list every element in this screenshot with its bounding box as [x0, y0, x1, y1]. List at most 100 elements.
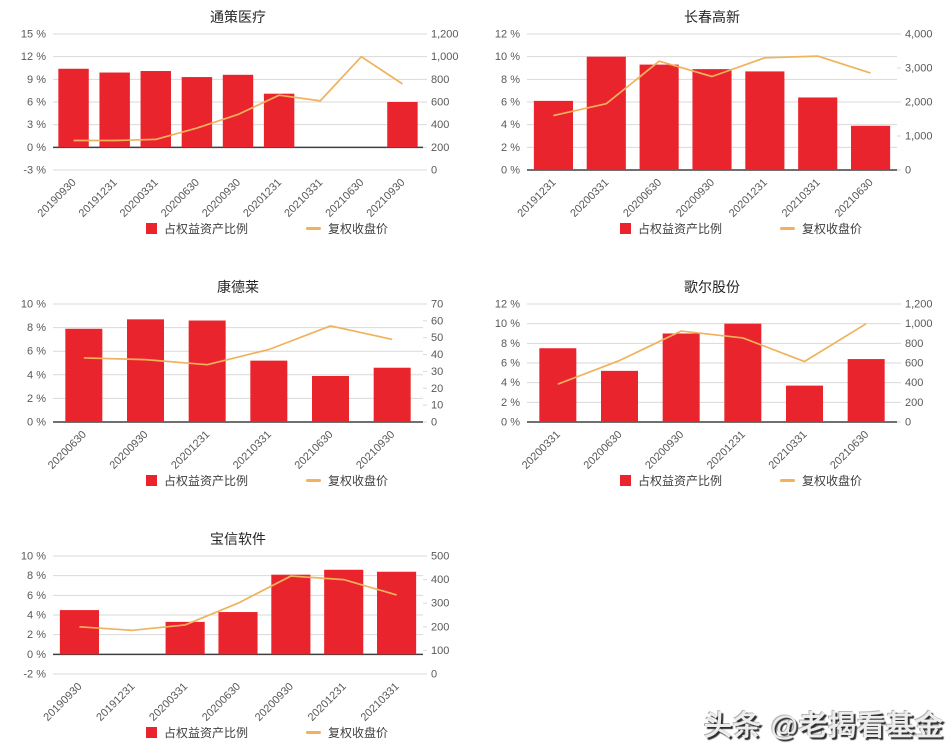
left-axis-tick-label: -2 % — [23, 669, 46, 681]
right-axis-tick-label: 2,000 — [905, 97, 933, 109]
x-axis-label: 20200630 — [159, 177, 202, 218]
right-axis-tick-label: 0 — [905, 165, 911, 177]
left-axis-tick-label: 3 % — [27, 119, 46, 131]
legend-line-label: 复权收盘价 — [328, 473, 389, 488]
right-axis-tick-label: 1,000 — [905, 131, 933, 143]
legend-bar-label: 占权益资产比例 — [163, 473, 248, 488]
legend-item-line: 复权收盘价 — [306, 220, 388, 237]
x-axis-label: 20200331 — [118, 177, 161, 218]
right-axis-tick-label: 0 — [431, 165, 437, 177]
left-axis-tick-label: 8 % — [501, 74, 520, 86]
right-axis-tick-label: 40 — [431, 349, 443, 361]
right-axis-tick-label: 4,000 — [905, 29, 933, 41]
left-axis-tick-label: 15 % — [21, 29, 46, 41]
left-axis-tick-label: 4 % — [27, 610, 46, 622]
bar — [724, 323, 762, 422]
legend-line-label: 复权收盘价 — [802, 221, 863, 236]
left-axis-tick-label: 10 % — [495, 51, 520, 63]
chart-title: 宝信软件 — [210, 531, 266, 547]
bar — [533, 100, 573, 170]
left-axis-tick-label: 8 % — [27, 570, 46, 582]
x-axis-label: 20200630 — [46, 429, 89, 470]
chart-plot-area: 12 % 10 % 8 % 6 % 4 % 2 % 0 % 1,200 1,000 800 600 4… — [495, 299, 933, 471]
x-axis-label: 20200630 — [200, 681, 243, 722]
right-axis-tick-label: 600 — [431, 97, 449, 109]
legend-item-line: 复权收盘价 — [780, 472, 862, 489]
bar — [263, 93, 295, 148]
x-axis-label: 20210630 — [828, 429, 871, 470]
x-axis-label: 20201231 — [241, 177, 284, 218]
bar-series-swatch-icon — [145, 222, 157, 234]
chart-legend: 占权益资产比例 复权收盘价 — [5, 470, 471, 490]
right-axis-tick-label: 10 — [431, 400, 443, 412]
bar — [140, 71, 171, 148]
x-axis-label: 20201231 — [306, 681, 349, 722]
left-axis-tick-label: -3 % — [23, 165, 46, 177]
right-axis-tick-label: 1,200 — [431, 29, 459, 41]
right-axis-tick-label: 3,000 — [905, 63, 933, 75]
x-axis-label: 20200930 — [643, 429, 686, 470]
x-axis-label: 20191231 — [77, 177, 120, 218]
right-axis-tick-label: 1,200 — [905, 299, 933, 311]
bar — [58, 68, 89, 148]
left-axis-tick-label: 8 % — [27, 322, 46, 334]
right-axis-tick-label: 200 — [431, 621, 449, 633]
left-axis-tick-label: 6 % — [501, 358, 520, 370]
left-axis-tick-label: 2 % — [27, 393, 46, 405]
bar — [324, 569, 364, 655]
legend-item-bar: 占权益资产比例 — [619, 472, 722, 489]
bar — [127, 319, 164, 422]
left-axis-tick-label: 10 % — [21, 299, 46, 311]
bar — [250, 360, 288, 422]
bar — [65, 328, 103, 422]
x-axis-label: 20191231 — [515, 177, 558, 218]
legend-item-bar: 占权益资产比例 — [145, 724, 248, 741]
left-axis-tick-label: 2 % — [27, 629, 46, 641]
x-axis-label: 20200331 — [147, 681, 190, 722]
left-axis-tick-label: 0 % — [27, 649, 46, 661]
right-axis-tick-label: 200 — [905, 397, 923, 409]
bar — [181, 77, 213, 148]
x-axis-label: 20210630 — [293, 429, 336, 470]
x-axis-label: 20201231 — [705, 429, 748, 470]
right-axis-tick-label: 800 — [431, 74, 449, 86]
x-axis-label: 20210630 — [323, 177, 366, 218]
x-axis-label: 20210331 — [231, 429, 274, 470]
right-axis-tick-label: 400 — [431, 119, 449, 131]
right-axis-tick-label: 20 — [431, 383, 443, 395]
left-axis-tick-label: 0 % — [501, 165, 520, 177]
bar — [312, 375, 349, 422]
bar — [639, 64, 679, 170]
watermark-text: 头条 @老揭看基金 — [703, 710, 944, 741]
bar-series-swatch-icon — [619, 222, 631, 234]
chart-title: 康德莱 — [217, 279, 259, 295]
bar — [377, 571, 417, 655]
legend-bar-label: 占权益资产比例 — [637, 473, 722, 488]
bar-series-swatch-icon — [619, 474, 631, 486]
left-axis-tick-label: 4 % — [501, 119, 520, 131]
chart-title: 通策医疗 — [210, 9, 266, 25]
right-axis-tick-label: 400 — [431, 574, 449, 586]
left-axis-tick-label: 4 % — [501, 377, 520, 389]
bar — [798, 97, 838, 170]
legend-item-bar: 占权益资产比例 — [145, 472, 248, 489]
left-axis-tick-label: 2 % — [501, 142, 520, 154]
legend-item-line: 复权收盘价 — [306, 472, 388, 489]
bar — [662, 333, 700, 422]
x-axis-label: 20191231 — [94, 681, 137, 722]
bar — [847, 359, 885, 422]
bar — [586, 56, 626, 170]
bar — [539, 348, 577, 422]
chart-title: 长春高新 — [684, 9, 740, 25]
bar — [786, 385, 823, 422]
x-axis-label: 20210331 — [359, 681, 402, 722]
line-series-swatch-icon — [306, 226, 321, 230]
bar — [218, 612, 258, 655]
right-axis-tick-label: 1,000 — [431, 51, 459, 63]
line-series-swatch-icon — [780, 226, 795, 230]
left-axis-tick-label: 6 % — [27, 346, 46, 358]
x-axis-label: 20210331 — [780, 177, 823, 218]
right-axis-tick-label: 50 — [431, 332, 443, 344]
x-axis-label: 20200630 — [582, 429, 625, 470]
legend-item-bar: 占权益资产比例 — [619, 220, 722, 237]
